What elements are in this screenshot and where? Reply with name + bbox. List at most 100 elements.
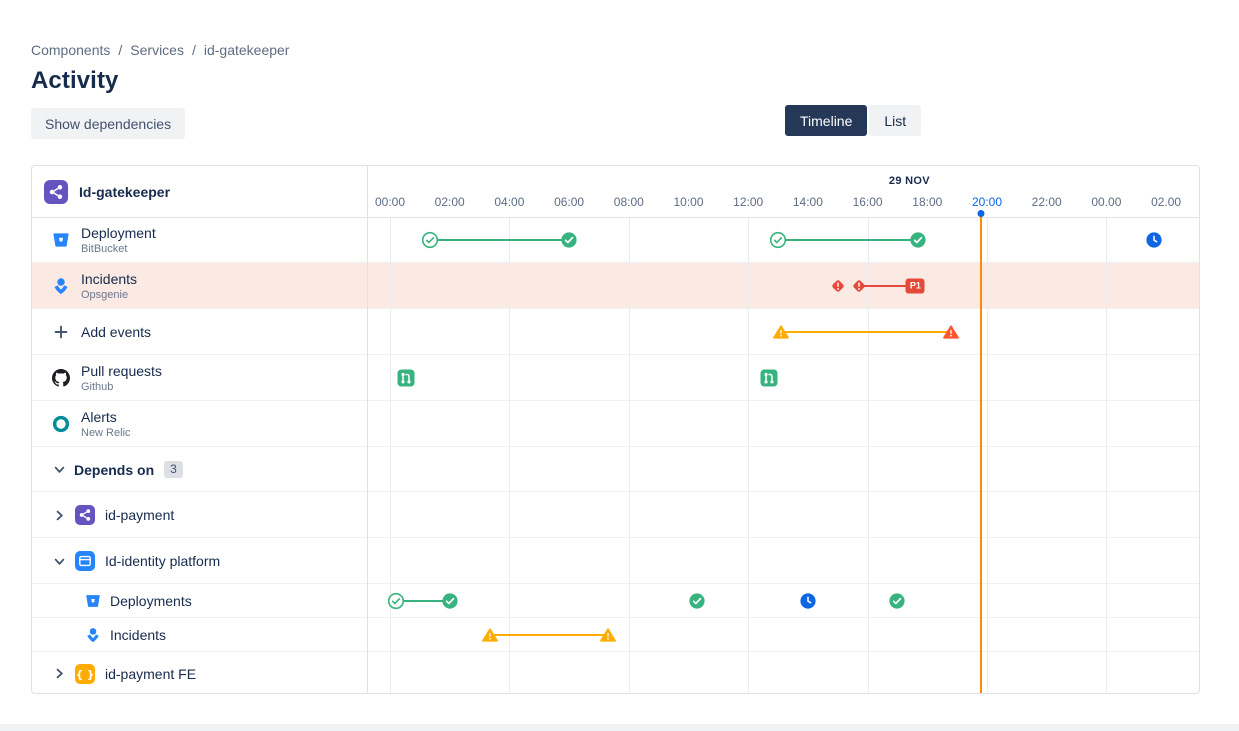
sidebar-row-add-events[interactable]: Add events — [32, 309, 367, 355]
component-name: Id-gatekeeper — [79, 184, 170, 200]
component-header: Id-gatekeeper — [32, 166, 367, 217]
activity-timeline-panel: 29 NOV 00:0002:0004:0006:0008:0010:0012:… — [31, 165, 1200, 694]
row-labels: id-payment FE — [105, 666, 196, 682]
row-label: Alerts — [81, 409, 131, 425]
pull-request-icon[interactable] — [761, 370, 778, 387]
sidebar-row-id-payment-fe[interactable]: { } id-payment FE — [32, 652, 367, 694]
time-tick: 06:00 — [554, 195, 584, 209]
breadcrumb-item-components[interactable]: Components — [31, 42, 110, 58]
view-toggle-timeline[interactable]: Timeline — [785, 105, 867, 136]
warning-icon[interactable] — [481, 628, 498, 643]
row-labels: Deployments — [110, 593, 192, 609]
sidebar-row-identity-deployments[interactable]: Deployments — [32, 584, 367, 618]
current-time-line — [980, 212, 982, 693]
sidebar-row-alerts[interactable]: Alerts New Relic — [32, 401, 367, 447]
chevron-right-icon[interactable] — [52, 666, 67, 681]
sidebar-row-id-payment[interactable]: id-payment — [32, 492, 367, 538]
sidebar-row-identity-incidents[interactable]: Incidents — [32, 618, 367, 652]
row-label: Incidents — [110, 627, 166, 643]
event-connector — [490, 634, 608, 636]
time-tick: 12:00 — [733, 195, 763, 209]
chevron-right-icon[interactable] — [52, 508, 67, 523]
row-labels: Id-identity platform — [105, 553, 220, 569]
sidebar-row-depends-on[interactable]: Depends on 3 — [32, 447, 367, 492]
row-labels: Deployment BitBucket — [81, 225, 156, 255]
time-tick: 18:00 — [912, 195, 942, 209]
breadcrumb: Components/Services/id-gatekeeper — [31, 42, 289, 58]
check-filled-icon[interactable] — [889, 593, 905, 609]
row-label: Deployment — [81, 225, 156, 241]
sidebar-row-id-identity-platform[interactable]: Id-identity platform — [32, 538, 367, 584]
opsgenie-icon — [84, 627, 102, 643]
breadcrumb-item-id-gatekeeper: id-gatekeeper — [204, 42, 290, 58]
check-filled-icon[interactable] — [689, 593, 705, 609]
time-tick: 20:00 — [972, 195, 1002, 209]
sidebar-row-pull-requests[interactable]: Pull requestsGithub — [32, 355, 367, 401]
clock-icon[interactable] — [800, 593, 816, 609]
time-tick: 00:00 — [375, 195, 405, 209]
row-labels: Add events — [81, 324, 151, 340]
page-title: Activity — [31, 67, 119, 95]
time-tick: 08:00 — [614, 195, 644, 209]
check-filled-icon[interactable] — [910, 232, 926, 248]
date-label: 29 NOV — [889, 175, 930, 187]
timeline-sidebar: Id-gatekeeper Deployment BitBucket Inciden… — [32, 166, 367, 693]
check-filled-icon[interactable] — [561, 232, 577, 248]
gridline — [390, 217, 391, 693]
gridline — [1106, 217, 1107, 693]
component-purple-icon — [74, 505, 96, 525]
view-toggle-list[interactable]: List — [869, 105, 921, 136]
dependency-count-badge: 3 — [164, 461, 183, 478]
row-labels: Alerts New Relic — [81, 409, 131, 439]
priority-badge[interactable]: P1 — [906, 279, 925, 294]
newrelic-icon — [50, 415, 72, 433]
view-toggle: TimelineList — [785, 105, 921, 136]
breadcrumb-separator: / — [118, 42, 122, 58]
chevron-down-icon[interactable] — [52, 462, 67, 477]
row-labels: id-payment — [105, 507, 174, 523]
opsgenie-icon — [50, 277, 72, 295]
horizontal-scrollbar[interactable] — [0, 724, 1239, 731]
row-labels: Pull requestsGithub — [81, 363, 162, 393]
bitbucket-icon — [84, 593, 102, 609]
row-labels: Incidents Opsgenie — [81, 271, 137, 301]
warning-icon[interactable] — [599, 628, 616, 643]
sidebar-row-incidents[interactable]: Incidents Opsgenie — [32, 263, 367, 309]
time-tick: 00.00 — [1091, 195, 1121, 209]
row-label: Depends on — [74, 462, 154, 478]
component-orange-icon: { } — [74, 664, 96, 684]
incident-icon[interactable] — [830, 279, 845, 294]
time-tick: 02:00 — [435, 195, 465, 209]
component-purple-icon — [44, 180, 68, 204]
row-sublabel: Opsgenie — [81, 289, 137, 301]
sidebar-divider — [367, 166, 368, 693]
app-root: Components/Services/id-gatekeeper Activi… — [0, 0, 1239, 731]
component-blue-icon — [74, 551, 96, 571]
breadcrumb-item-services[interactable]: Services — [130, 42, 184, 58]
warning-icon[interactable] — [943, 325, 960, 340]
sidebar-row-deployment[interactable]: Deployment BitBucket — [32, 217, 367, 263]
svg-text:{ }: { } — [76, 669, 95, 681]
row-sublabel: New Relic — [81, 427, 131, 439]
incident-icon[interactable] — [851, 279, 866, 294]
row-labels: Incidents — [110, 627, 166, 643]
pull-request-icon[interactable] — [398, 370, 415, 387]
time-tick: 04:00 — [494, 195, 524, 209]
chevron-down-icon[interactable] — [52, 554, 67, 569]
gridline — [509, 217, 510, 693]
show-dependencies-button[interactable]: Show dependencies — [31, 108, 185, 139]
check-outline-icon[interactable] — [387, 593, 404, 610]
clock-icon[interactable] — [1146, 232, 1162, 248]
row-label: id-payment — [105, 507, 174, 523]
current-time-dot — [978, 210, 985, 217]
time-tick: 02.00 — [1151, 195, 1181, 209]
check-filled-icon[interactable] — [442, 593, 458, 609]
check-outline-icon[interactable] — [770, 232, 787, 249]
row-sublabel: BitBucket — [81, 243, 156, 255]
check-outline-icon[interactable] — [422, 232, 439, 249]
row-label: Incidents — [81, 271, 137, 287]
gridline — [629, 217, 630, 693]
warning-icon[interactable] — [773, 325, 790, 340]
row-labels: Depends on — [74, 462, 154, 478]
time-tick: 22:00 — [1032, 195, 1062, 209]
